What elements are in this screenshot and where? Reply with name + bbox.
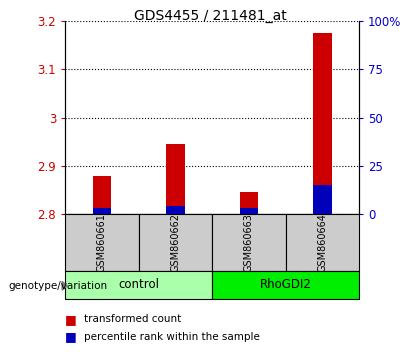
Text: transformed count: transformed count — [84, 314, 181, 324]
Bar — [212, 214, 286, 271]
Polygon shape — [62, 281, 67, 290]
Text: GSM860664: GSM860664 — [318, 213, 327, 272]
Bar — [93, 209, 111, 214]
Text: ■: ■ — [65, 331, 77, 343]
Text: GSM860661: GSM860661 — [97, 213, 107, 272]
Bar — [139, 214, 212, 271]
Text: RhoGDI2: RhoGDI2 — [260, 279, 312, 291]
Text: ■: ■ — [65, 313, 77, 326]
Bar — [93, 176, 111, 214]
Text: GDS4455 / 211481_at: GDS4455 / 211481_at — [134, 9, 286, 23]
Bar — [286, 214, 359, 271]
Text: percentile rank within the sample: percentile rank within the sample — [84, 332, 260, 342]
Bar — [65, 214, 139, 271]
Text: control: control — [118, 279, 159, 291]
Bar — [240, 209, 258, 214]
Text: GSM860662: GSM860662 — [171, 213, 180, 272]
Bar — [212, 271, 359, 299]
Bar — [313, 185, 331, 214]
Bar — [166, 144, 184, 214]
Bar — [65, 271, 212, 299]
Bar — [313, 33, 331, 214]
Text: genotype/variation: genotype/variation — [8, 281, 108, 291]
Text: GSM860663: GSM860663 — [244, 213, 254, 272]
Bar — [240, 193, 258, 214]
Bar — [166, 206, 184, 214]
